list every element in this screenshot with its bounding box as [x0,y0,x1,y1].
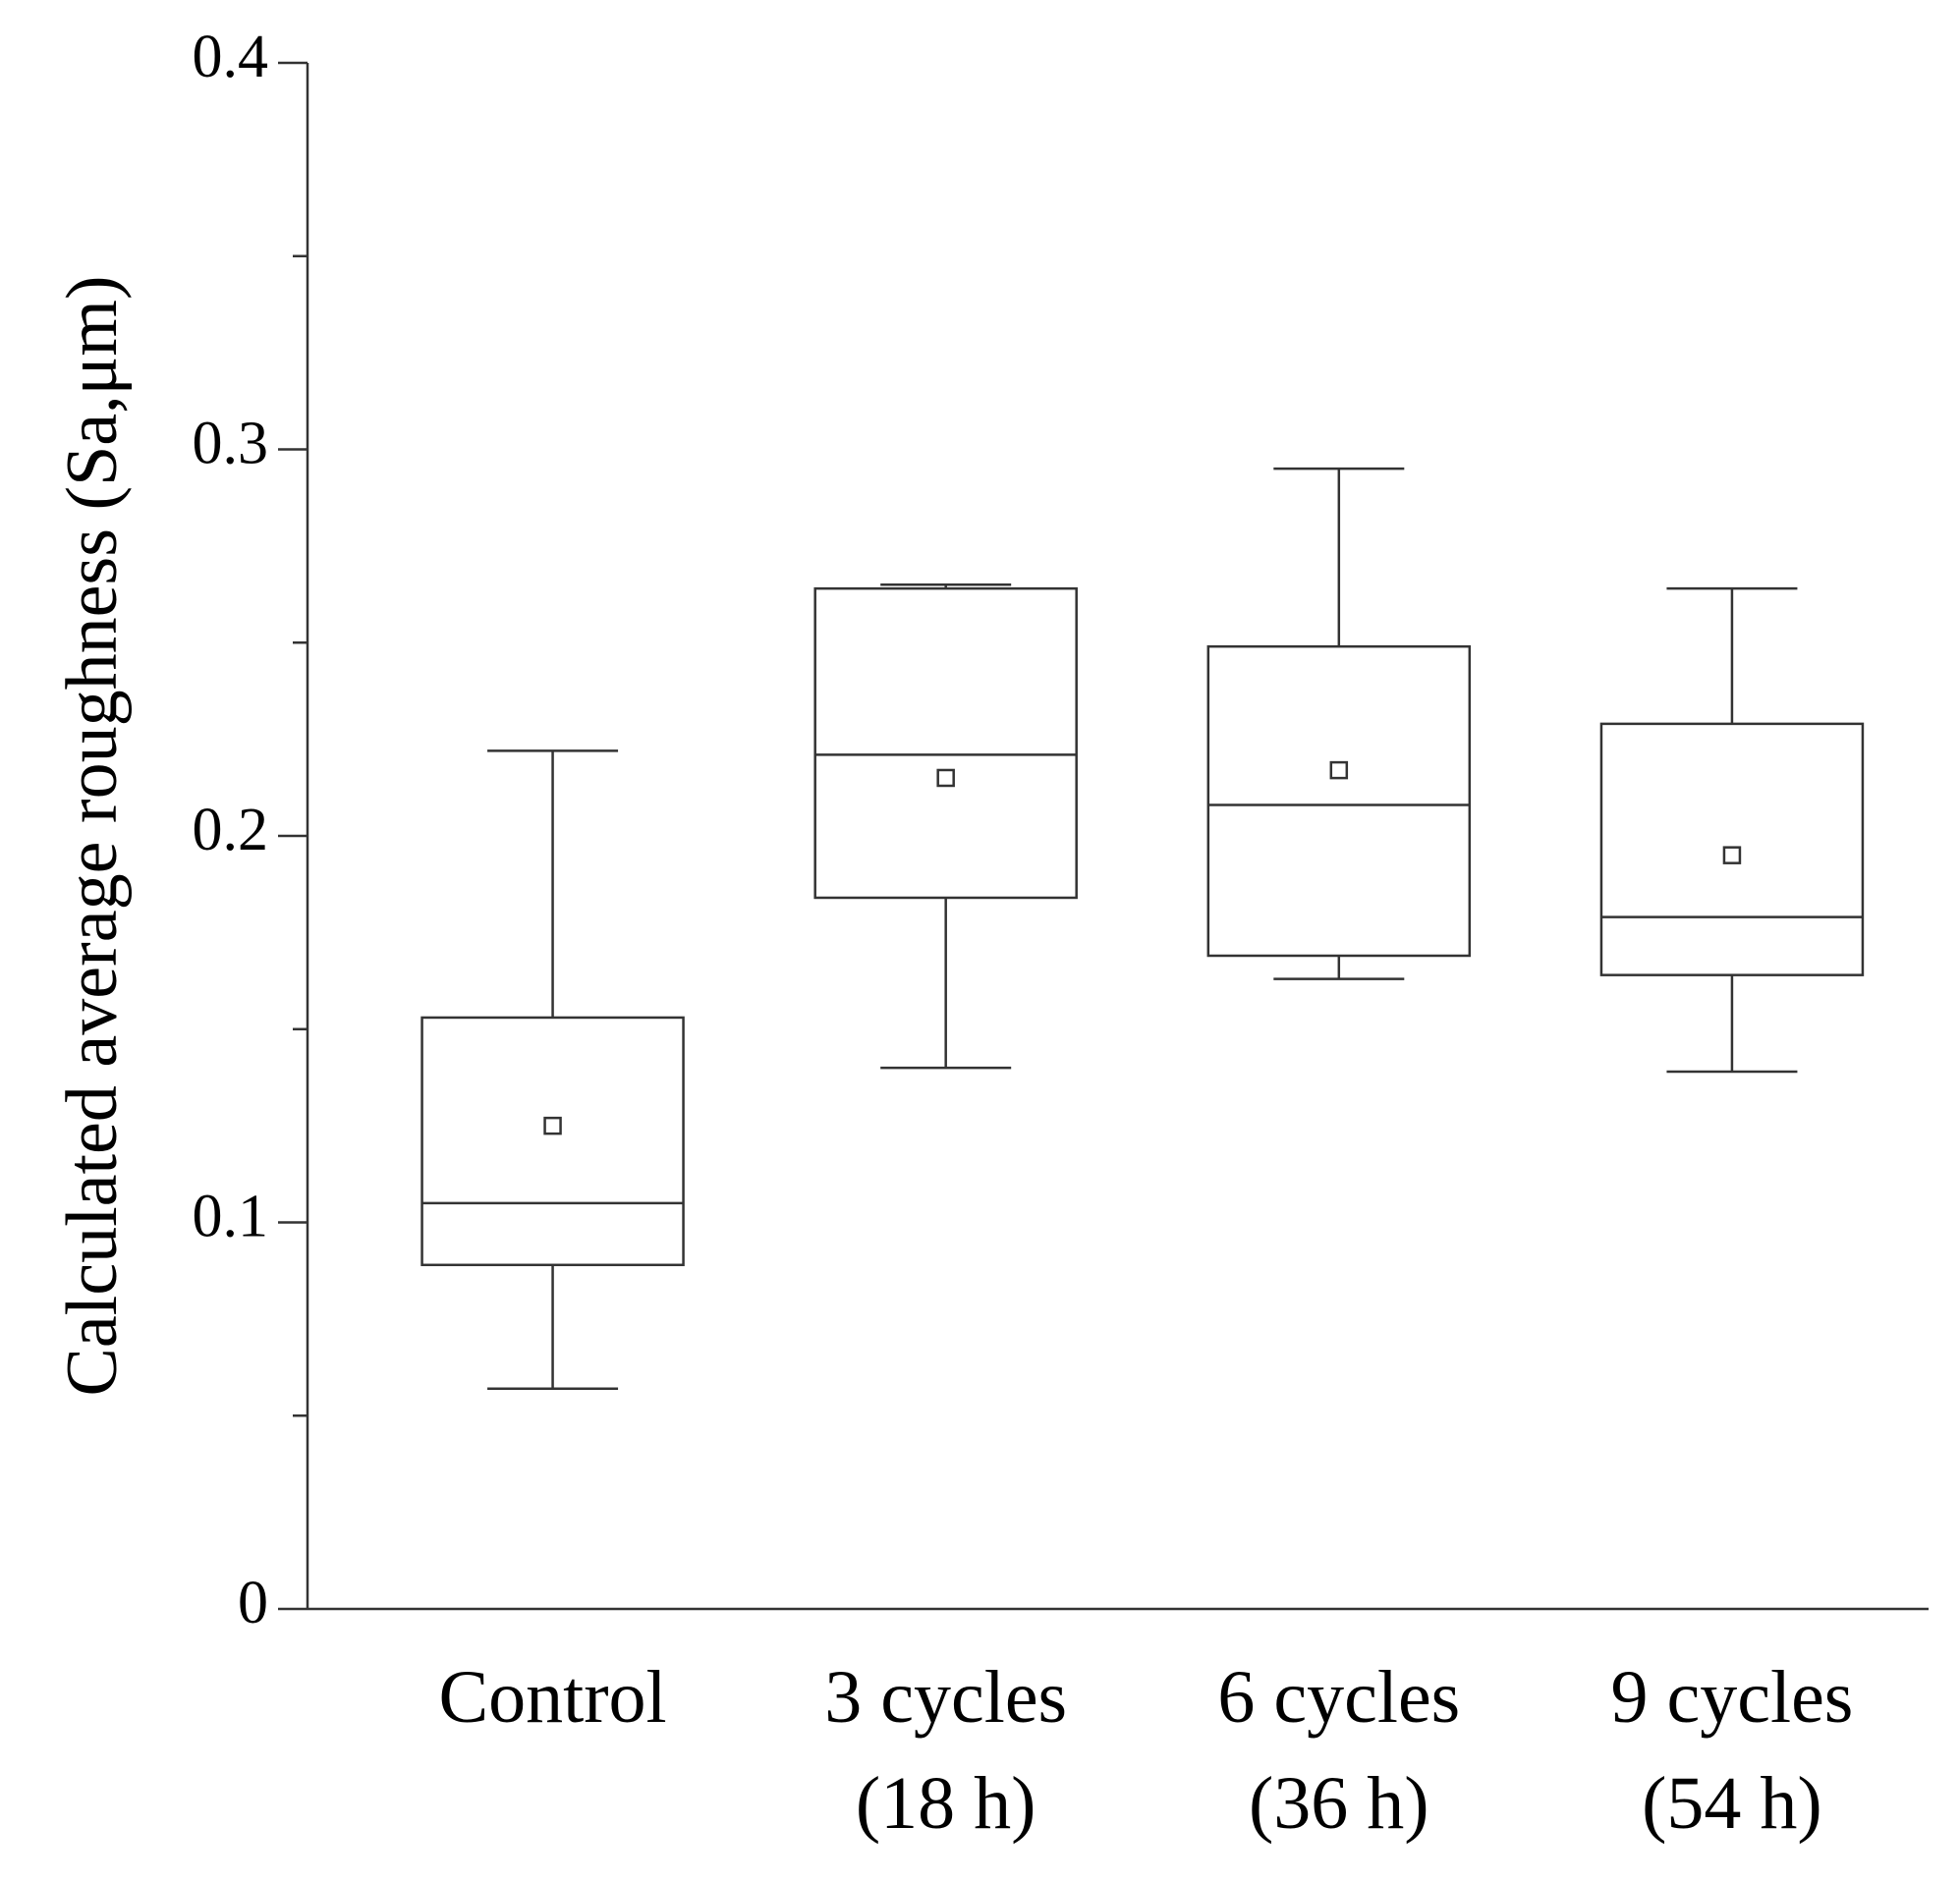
mean-marker [1329,760,1349,780]
mean-marker [543,1116,562,1135]
y-tick-label: 0.4 [193,24,269,90]
x-tick-label: 3 cycles [824,1656,1067,1739]
y-axis-title: Calculated average roughness (Sa,μm) [52,275,133,1396]
mean-marker [1722,846,1742,864]
x-tick-label: Control [438,1656,666,1739]
box [1206,644,1472,958]
box [420,1016,685,1267]
y-tick-label: 0 [238,1570,268,1636]
box [813,586,1078,900]
x-tick-label: 6 cycles [1217,1656,1460,1739]
y-tick-label: 0.1 [193,1184,269,1250]
x-tick-label: (18 h) [856,1762,1036,1845]
box [1599,722,1865,976]
y-tick-label: 0.2 [193,797,269,863]
y-tick-label: 0.3 [193,411,269,477]
x-tick-label: (36 h) [1249,1762,1429,1845]
x-tick-label: (54 h) [1642,1762,1822,1845]
x-tick-label: 9 cycles [1610,1656,1853,1739]
mean-marker [936,768,955,788]
